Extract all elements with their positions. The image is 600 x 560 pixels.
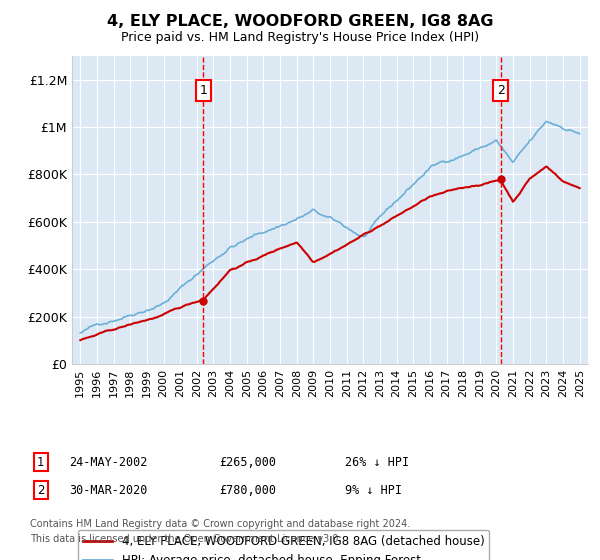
- Text: 26% ↓ HPI: 26% ↓ HPI: [345, 455, 409, 469]
- Text: 9% ↓ HPI: 9% ↓ HPI: [345, 483, 402, 497]
- Text: 1: 1: [200, 84, 208, 97]
- Text: Price paid vs. HM Land Registry's House Price Index (HPI): Price paid vs. HM Land Registry's House …: [121, 31, 479, 44]
- Text: 24-MAY-2002: 24-MAY-2002: [69, 455, 148, 469]
- Text: 30-MAR-2020: 30-MAR-2020: [69, 483, 148, 497]
- Text: £780,000: £780,000: [219, 483, 276, 497]
- Legend: 4, ELY PLACE, WOODFORD GREEN, IG8 8AG (detached house), HPI: Average price, deta: 4, ELY PLACE, WOODFORD GREEN, IG8 8AG (d…: [78, 530, 489, 560]
- Text: 2: 2: [37, 483, 44, 497]
- Text: 2: 2: [497, 84, 505, 97]
- Text: This data is licensed under the Open Government Licence v3.0.: This data is licensed under the Open Gov…: [30, 534, 341, 544]
- Text: 4, ELY PLACE, WOODFORD GREEN, IG8 8AG: 4, ELY PLACE, WOODFORD GREEN, IG8 8AG: [107, 14, 493, 29]
- Text: Contains HM Land Registry data © Crown copyright and database right 2024.: Contains HM Land Registry data © Crown c…: [30, 519, 410, 529]
- Text: £265,000: £265,000: [219, 455, 276, 469]
- Text: 1: 1: [37, 455, 44, 469]
